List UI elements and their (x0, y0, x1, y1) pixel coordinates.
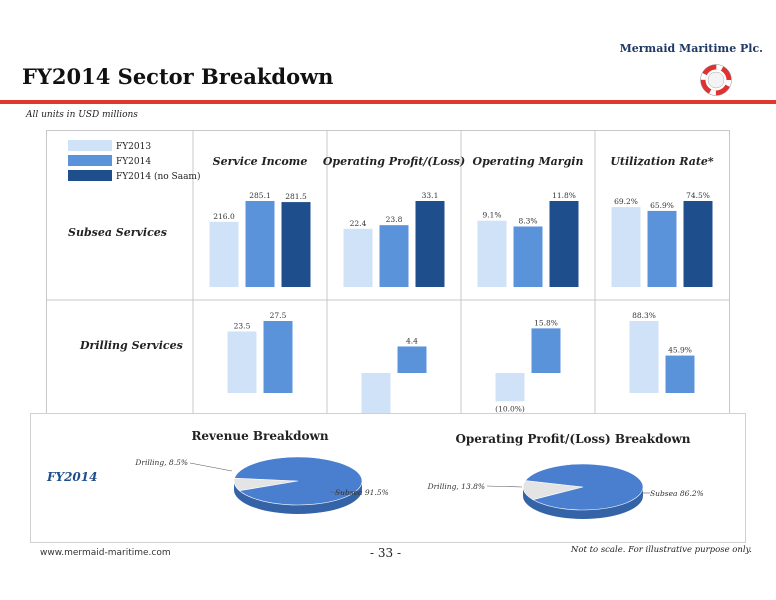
pie-title-revenue: Revenue Breakdown (191, 429, 328, 443)
bar-label-subsea-utilization-rate-2: 74.5% (686, 191, 710, 200)
life-ring-logo-icon (700, 64, 732, 96)
bar-subsea-operating-profit-loss-2 (415, 201, 445, 287)
bar-subsea-operating-margin-2 (549, 201, 579, 287)
bar-label-subsea-service-income-1: 285.1 (249, 191, 270, 200)
pie-leader-small-1 (486, 485, 523, 488)
pie-side-0 (234, 481, 362, 514)
bar-label-subsea-utilization-rate-0: 69.2% (614, 197, 638, 206)
legend-label-fy2013: FY2013 (116, 142, 151, 152)
bar-label-subsea-operating-margin-0: 9.1% (482, 211, 501, 220)
row-label-drilling: Drilling Services (79, 339, 183, 352)
bar-subsea-operating-profit-loss-1 (379, 225, 409, 287)
legend-label-fy2014: FY2014 (116, 157, 151, 167)
bar-label-subsea-operating-margin-1: 8.3% (518, 217, 537, 226)
bar-drilling-service-income-0 (227, 331, 257, 393)
bar-label-drilling-service-income-1: 27.5 (270, 311, 287, 320)
bar-subsea-operating-profit-loss-0 (343, 228, 373, 287)
pie-label-small-0: Drilling, 8.5% (134, 458, 188, 467)
pie-leader-big-0 (329, 491, 349, 494)
bar-subsea-operating-margin-1 (513, 226, 543, 287)
pie-section-label: FY2014 (46, 470, 97, 484)
bar-label-drilling-operating-margin-0: (10.0%) (495, 404, 525, 413)
bar-subsea-service-income-1 (245, 201, 275, 287)
row-label-subsea: Subsea Services (68, 226, 167, 239)
bar-drilling-operating-profit-loss-1 (397, 346, 427, 373)
footer-website[interactable]: www.mermaid-maritime.com (40, 548, 171, 558)
bar-label-drilling-service-income-0: 23.5 (234, 321, 251, 330)
column-header-utilization-rate: Utilization Rate* (610, 155, 714, 168)
bar-subsea-service-income-0 (209, 221, 239, 287)
bar-subsea-utilization-rate-0 (611, 207, 641, 287)
bar-label-subsea-operating-profit-loss-0: 22.4 (350, 219, 367, 228)
column-header-operating-profit: Operating Profit/(Loss) (323, 155, 465, 168)
pie-charts-panel: FY2014 Revenue Breakdown Operating Profi… (30, 413, 746, 543)
sector-bar-grid: FY2013 FY2014 FY2014 (no Saam) Service I… (46, 130, 730, 415)
bar-label-drilling-operating-margin-1: 15.8% (534, 318, 558, 327)
pie-marks: Drilling, 8.5% Subsea 91.5% Drilling, 13.8… (134, 456, 704, 519)
bar-label-subsea-operating-margin-2: 11.8% (552, 191, 576, 200)
bar-label-drilling-utilization-rate-1: 45.9% (668, 346, 692, 355)
page-number: - 33 - (370, 546, 402, 560)
pie-title-operating-profit: Operating Profit/(Loss) Breakdown (455, 432, 690, 446)
bar-label-subsea-utilization-rate-1: 65.9% (650, 201, 674, 210)
legend: FY2013 FY2014 FY2014 (no Saam) (68, 140, 200, 182)
bar-drilling-utilization-rate-1 (665, 355, 695, 393)
footer-disclaimer: Not to scale. For illustrative purpose o… (570, 545, 752, 555)
bar-marks: 216.0 285.1 281.5 22.4 23.8 33.1 9.1% 8.3% 11.8%… (209, 191, 713, 415)
legend-swatch-fy2014-no-saam (68, 170, 112, 181)
bar-subsea-utilization-rate-1 (647, 210, 677, 287)
company-name: Mermaid Maritime Plc. (619, 42, 763, 55)
pie-slice-1-1 (524, 463, 644, 511)
column-header-service-income: Service Income (213, 155, 308, 168)
bar-label-subsea-service-income-2: 281.5 (285, 192, 307, 201)
header-divider (0, 100, 776, 104)
bar-label-subsea-operating-profit-loss-1: 23.8 (386, 215, 403, 224)
pie-side-1 (523, 487, 643, 519)
bar-subsea-service-income-2 (281, 202, 311, 287)
bar-label-subsea-operating-profit-loss-2: 33.1 (422, 191, 439, 200)
bar-label-subsea-service-income-0: 216.0 (213, 212, 235, 221)
bar-drilling-service-income-1 (263, 321, 293, 393)
bar-drilling-operating-margin-1 (531, 328, 561, 373)
pie-slice-0-1 (234, 456, 363, 506)
bar-drilling-utilization-rate-0 (629, 321, 659, 393)
legend-label-fy2014-no-saam: FY2014 (no Saam) (116, 171, 200, 182)
pie-label-big-1: Subsea 86.2% (650, 489, 704, 498)
bar-label-drilling-utilization-rate-0: 88.3% (632, 311, 656, 320)
units-note: All units in USD millions (26, 110, 138, 120)
column-header-operating-margin: Operating Margin (473, 155, 584, 168)
bar-drilling-operating-profit-loss-0 (361, 373, 391, 415)
bar-drilling-operating-margin-0 (495, 373, 525, 402)
bar-subsea-operating-margin-0 (477, 220, 507, 287)
legend-swatch-fy2014 (68, 155, 112, 166)
legend-swatch-fy2013 (68, 140, 112, 151)
bar-subsea-utilization-rate-2 (683, 201, 713, 287)
bar-label-drilling-operating-profit-loss-1: 4.4 (406, 336, 418, 345)
pie-leader-small-0 (189, 462, 233, 472)
pie-label-big-0: Subsea 91.5% (335, 488, 389, 497)
pie-label-small-1: Drilling, 13.8% (427, 482, 485, 491)
page-title: FY2014 Sector Breakdown (22, 64, 334, 89)
